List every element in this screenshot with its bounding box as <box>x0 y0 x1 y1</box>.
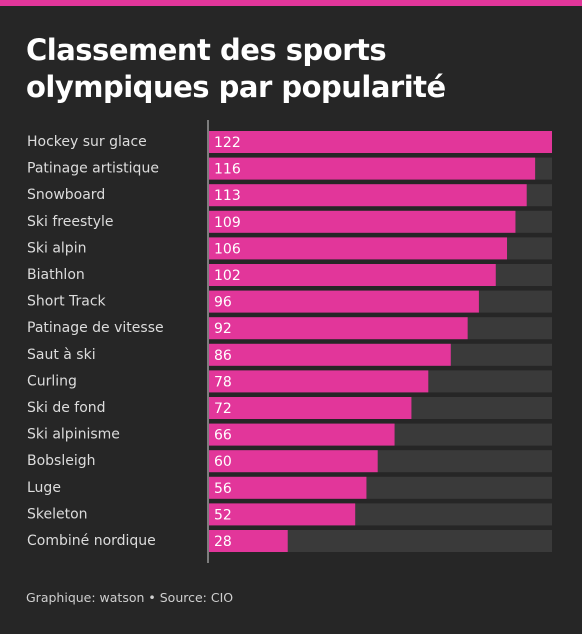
value-label: 86 <box>214 348 232 364</box>
bar <box>209 210 516 233</box>
value-label: 56 <box>214 481 232 497</box>
value-label: 122 <box>214 135 241 151</box>
value-label: 28 <box>214 534 232 550</box>
category-label: Ski de fond <box>27 400 106 416</box>
value-label: 92 <box>214 321 232 337</box>
value-label: 106 <box>214 241 241 257</box>
source-note: Graphique: watson • Source: CIO <box>26 590 234 605</box>
value-label: 72 <box>214 401 232 417</box>
bar <box>209 131 552 153</box>
bar <box>209 503 356 526</box>
category-label: Snowboard <box>27 187 105 203</box>
bar <box>209 290 479 313</box>
bar <box>209 157 536 180</box>
value-label: 109 <box>214 215 241 231</box>
value-label: 52 <box>214 507 232 523</box>
bar <box>209 343 451 366</box>
value-label: 66 <box>214 428 232 444</box>
bar <box>209 423 395 446</box>
category-label: Short Track <box>27 294 107 310</box>
category-label: Bobsleigh <box>27 453 96 469</box>
category-label: Ski alpinisme <box>27 427 120 443</box>
category-label: Skeleton <box>27 506 88 522</box>
bar <box>209 476 367 499</box>
bar <box>209 397 412 419</box>
bar-track <box>209 530 552 552</box>
bar <box>209 237 508 260</box>
value-label: 78 <box>214 374 232 390</box>
category-label: Patinage artistique <box>27 161 159 177</box>
bar <box>209 317 468 340</box>
value-label: 102 <box>214 268 241 284</box>
category-label: Ski freestyle <box>27 214 114 230</box>
category-label: Combiné nordique <box>27 533 156 549</box>
category-label: Biathlon <box>27 267 85 283</box>
category-label: Luge <box>27 480 61 496</box>
value-label: 116 <box>214 162 241 178</box>
category-label: Saut à ski <box>27 347 96 363</box>
top-stripe <box>0 0 582 6</box>
bar <box>209 184 527 207</box>
value-label: 113 <box>214 188 241 204</box>
bar <box>209 370 429 393</box>
category-label: Hockey sur glace <box>27 134 147 150</box>
category-label: Curling <box>27 373 77 389</box>
bar <box>209 264 496 286</box>
bar <box>209 530 288 552</box>
category-label: Patinage de vitesse <box>27 320 164 336</box>
bar <box>209 450 378 473</box>
category-label: Ski alpin <box>27 240 86 256</box>
value-label: 96 <box>214 295 232 311</box>
value-label: 60 <box>214 454 232 470</box>
chart-title: Classement des sports olympiques par pop… <box>26 33 446 104</box>
